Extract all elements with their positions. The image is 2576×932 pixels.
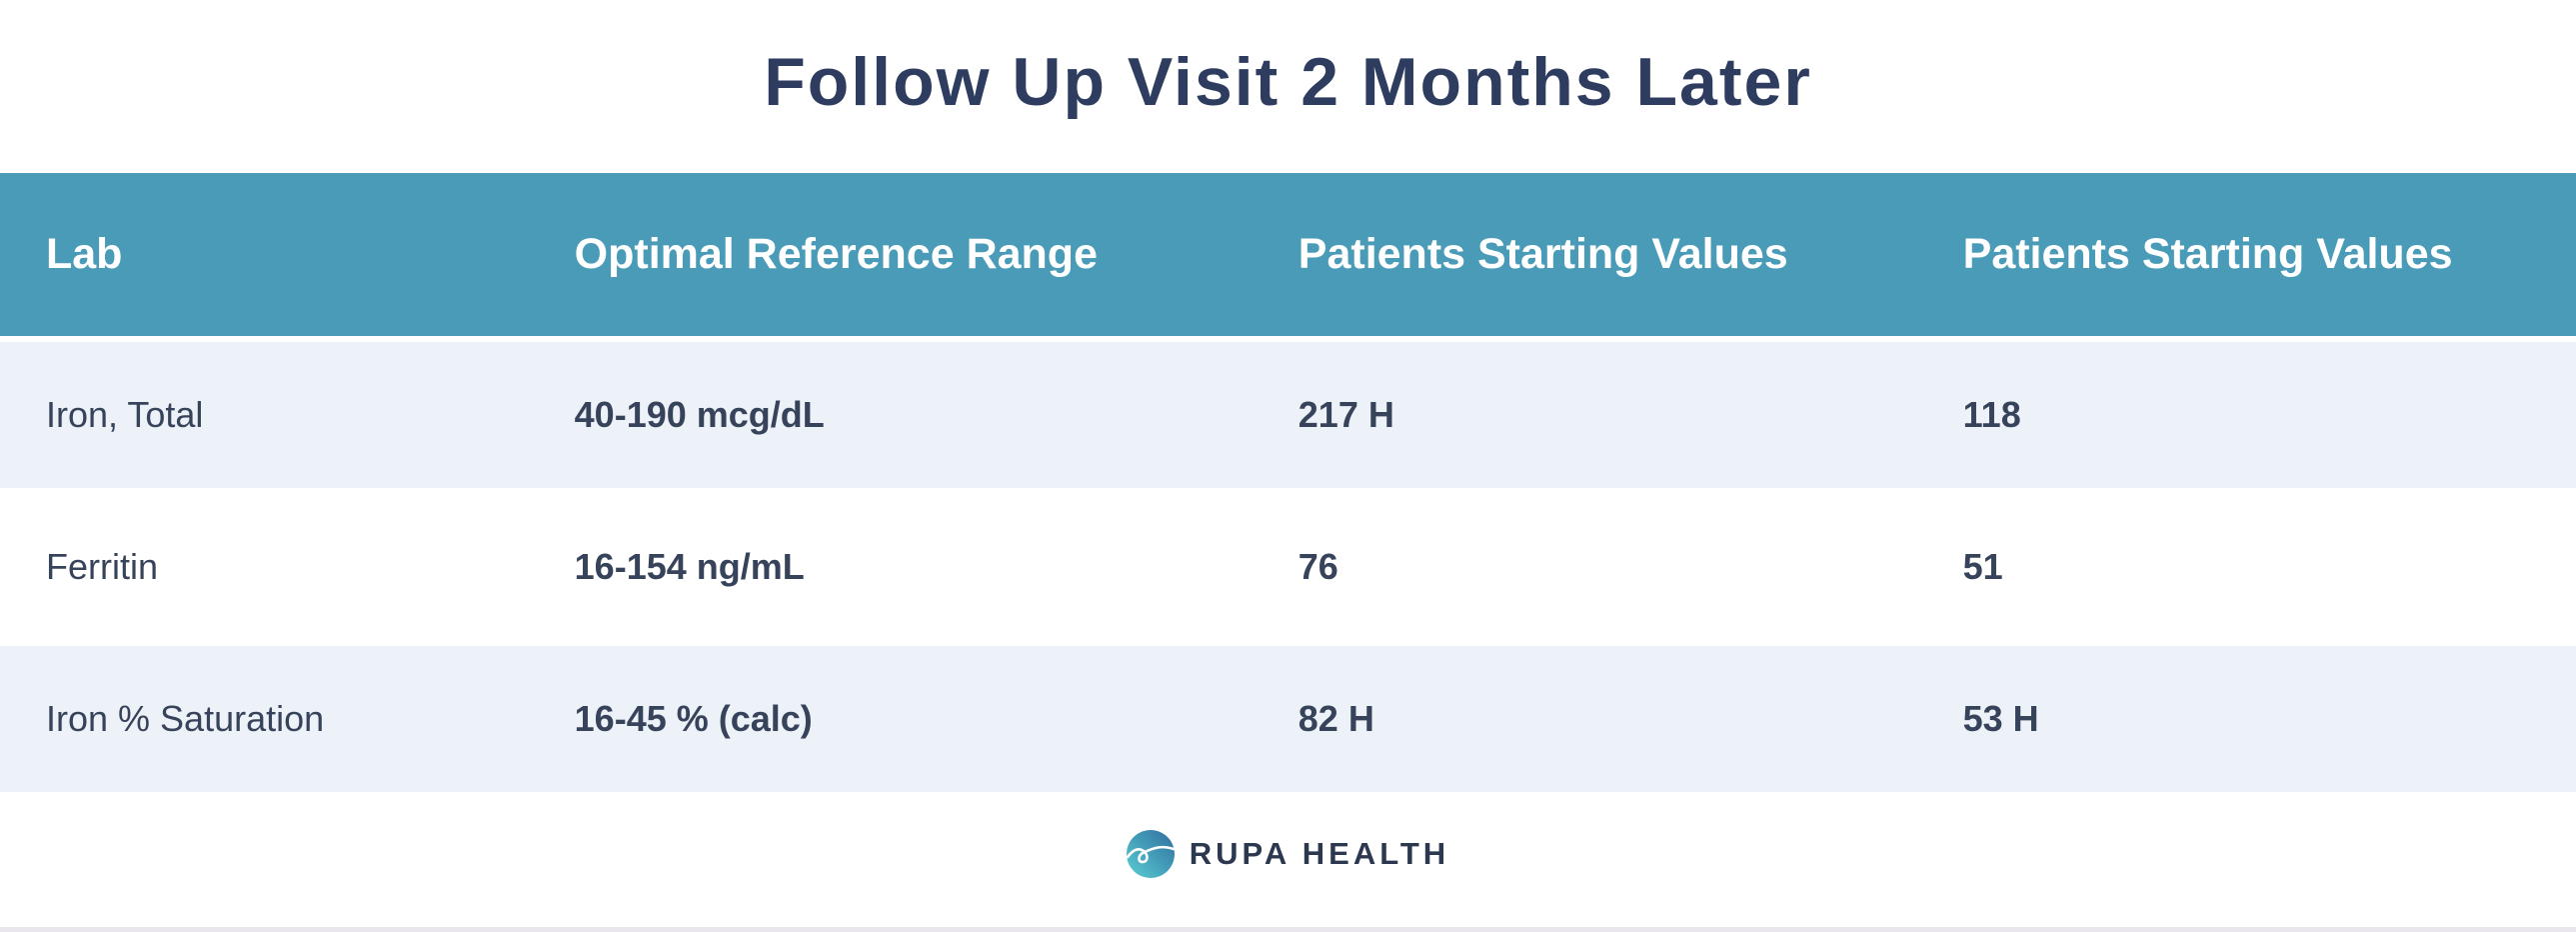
cell-starting-value: 76 (1297, 494, 1963, 640)
column-header-followup-values: Patients Starting Values (1962, 173, 2576, 336)
rupa-health-logo-icon (1126, 830, 1176, 878)
cell-followup-value: 118 (1962, 342, 2576, 488)
footer-brand-bar: RUPA HEALTH (0, 830, 2576, 878)
bottom-border (0, 927, 2576, 932)
cell-reference-range: 16-45 % (calc) (574, 646, 1298, 792)
column-header-reference-range: Optimal Reference Range (574, 173, 1298, 336)
brand-name: RUPA HEALTH (1189, 836, 1450, 871)
cell-starting-value: 82 H (1297, 646, 1963, 792)
cell-followup-value: 51 (1962, 494, 2576, 640)
cell-followup-value: 53 H (1962, 646, 2576, 792)
cell-reference-range: 40-190 mcg/dL (574, 342, 1298, 488)
column-header-lab: Lab (0, 173, 575, 336)
lab-results-table: Lab Optimal Reference Range Patients Sta… (0, 167, 2576, 798)
table-row: Iron % Saturation 16-45 % (calc) 82 H 53 H (0, 646, 2576, 792)
cell-reference-range: 16-154 ng/mL (574, 494, 1298, 640)
cell-lab: Iron % Saturation (0, 646, 575, 792)
table-row: Ferritin 16-154 ng/mL 76 51 (0, 494, 2576, 640)
cell-starting-value: 217 H (1297, 342, 1963, 488)
column-header-starting-values: Patients Starting Values (1297, 173, 1963, 336)
page-title: Follow Up Visit 2 Months Later (764, 44, 1812, 120)
table-row: Iron, Total 40-190 mcg/dL 217 H 118 (0, 342, 2576, 488)
table-header-row: Lab Optimal Reference Range Patients Sta… (0, 173, 2576, 336)
cell-lab: Ferritin (0, 494, 575, 640)
cell-lab: Iron, Total (0, 342, 575, 488)
